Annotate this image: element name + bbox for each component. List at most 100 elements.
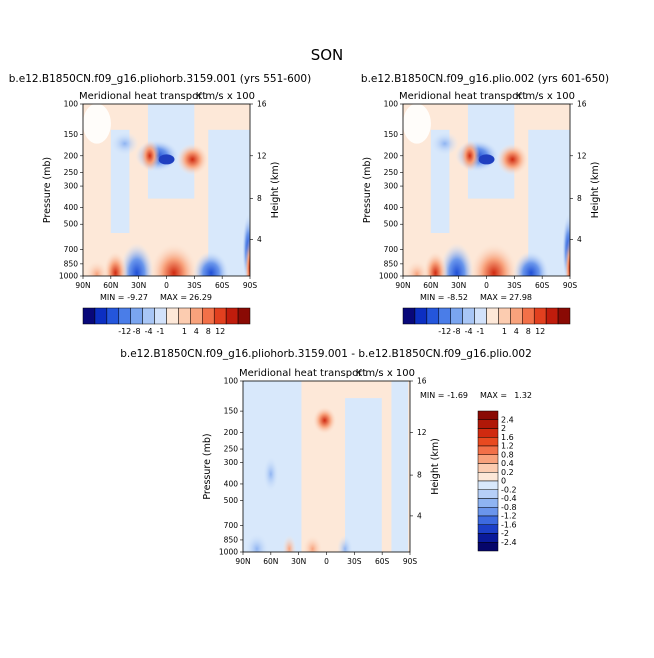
min-value: -9.27 <box>127 293 148 302</box>
y-tick-label: 500 <box>224 496 239 505</box>
lower-positive-north <box>103 250 128 276</box>
min-label: MIN = <box>420 293 445 302</box>
colorbar-box <box>166 307 179 325</box>
colorbar-label: -0.8 <box>501 503 517 512</box>
colorbar-label: -0.2 <box>501 485 517 494</box>
panel-units: K m/s x 100 <box>356 368 415 379</box>
colorbar-label: -12 <box>438 327 451 336</box>
colorbar-box <box>237 307 251 325</box>
colorbar-label: -12 <box>118 327 131 336</box>
lower-positive-core <box>469 242 518 276</box>
colorbar-label: 1 <box>502 327 507 336</box>
y2-tick-label: 16 <box>257 100 267 109</box>
colorbar-label: -1 <box>157 327 165 336</box>
y-axis-label: Pressure (mb) <box>202 433 213 499</box>
y-tick-label: 1000 <box>59 272 78 281</box>
diff-upper-positive <box>312 406 337 435</box>
colorbar-label: -4 <box>145 327 153 336</box>
y-tick-label: 200 <box>64 151 79 160</box>
colorbar-box <box>225 307 239 325</box>
y2-tick-label: 12 <box>577 151 587 160</box>
colorbar-label: -1 <box>477 327 485 336</box>
y2-tick-label: 4 <box>577 235 582 244</box>
colorbar-box <box>438 307 451 325</box>
y-tick-label: 100 <box>384 100 399 109</box>
diff-lower-negative-south <box>337 534 354 552</box>
colorbar-box <box>477 498 499 508</box>
y-tick-label: 700 <box>384 245 399 254</box>
max-value: 27.98 <box>509 293 532 302</box>
min-value: -1.69 <box>447 391 468 400</box>
colorbar-label: 0.8 <box>501 450 514 459</box>
y2-tick-label: 4 <box>417 511 422 520</box>
colorbar-label: -2.4 <box>501 538 517 547</box>
panel-units: K m/s x 100 <box>196 91 255 102</box>
colorbar-box <box>118 307 131 325</box>
lower-positive-weak <box>84 260 109 276</box>
colorbar-box <box>142 307 155 325</box>
y-tick-label: 150 <box>64 130 79 139</box>
y-tick-label: 700 <box>64 245 79 254</box>
colorbar-box <box>545 307 559 325</box>
panel-subtitle: Meridional heat transport <box>239 368 366 379</box>
colorbar-label: 4 <box>514 327 519 336</box>
diff-lower-positive-north <box>282 534 297 552</box>
x-tick-label: 30S <box>507 281 522 290</box>
colorbar-box <box>477 463 499 473</box>
colorbar-label: 8 <box>526 327 531 336</box>
colorbar-box <box>557 307 571 325</box>
colorbar-box <box>477 533 499 543</box>
colorbar-label: -8 <box>133 327 141 336</box>
panel-title: b.e12.B1850CN.f09_g16.pliohorb.3159.001 … <box>9 73 311 85</box>
x-tick-label: 90S <box>243 281 258 290</box>
colorbar-label: 0.4 <box>501 459 514 468</box>
colorbar-box <box>402 307 416 325</box>
y-axis-label: Pressure (mb) <box>362 157 373 223</box>
diff-lower-negative <box>244 532 269 552</box>
max-label: MAX = <box>480 293 507 302</box>
colorbar-label: -4 <box>465 327 473 336</box>
edge-positive <box>565 238 570 276</box>
upper-negative-center <box>478 154 495 165</box>
y-tick-label: 250 <box>224 445 239 454</box>
x-tick-label: 90N <box>75 281 90 290</box>
lower-negative-core <box>119 242 154 276</box>
colorbar-box <box>477 454 499 464</box>
y-axis-label: Pressure (mb) <box>42 157 53 223</box>
lower-negative-south <box>193 250 230 276</box>
y-tick-label: 1000 <box>219 548 238 557</box>
colorbar-label: 0 <box>501 477 506 486</box>
min-label: MIN = <box>420 391 445 400</box>
colorbar-box <box>477 410 499 420</box>
colorbar-box <box>477 419 499 429</box>
upper-negative-weak <box>430 131 459 156</box>
colorbar-box <box>477 542 499 552</box>
x-tick-label: 0 <box>324 557 329 566</box>
x-tick-label: 60N <box>103 281 118 290</box>
colorbar-box <box>190 307 203 325</box>
y2-axis-label: Height (km) <box>590 162 601 219</box>
y-tick-label: 300 <box>224 458 239 467</box>
colorbar-label: 1.2 <box>501 442 514 451</box>
x-tick-label: 30N <box>131 281 146 290</box>
colorbar-box <box>462 307 475 325</box>
colorbar-box <box>202 307 215 325</box>
colorbar-box <box>477 428 499 438</box>
y-tick-label: 150 <box>224 407 239 416</box>
upper-positive <box>139 139 160 172</box>
upper-near-zero <box>403 104 431 144</box>
panel-units: K m/s x 100 <box>516 91 575 102</box>
upper-negative-center <box>158 154 175 165</box>
x-tick-label: 90S <box>403 557 418 566</box>
colorbar-label: -0.4 <box>501 494 517 503</box>
lower-positive-weak <box>404 260 429 276</box>
y2-tick-label: 12 <box>257 151 267 160</box>
y2-tick-label: 8 <box>417 471 422 480</box>
colorbar-label: 12 <box>535 327 545 336</box>
y-tick-label: 400 <box>384 203 399 212</box>
lower-positive-north <box>423 250 448 276</box>
field-region <box>345 398 382 552</box>
diff-lower-positive <box>302 534 323 552</box>
colorbar-diff: 2.421.61.20.80.40.20-0.2-0.4-0.8-1.2-1.6… <box>477 410 517 552</box>
colorbar-box <box>533 307 547 325</box>
